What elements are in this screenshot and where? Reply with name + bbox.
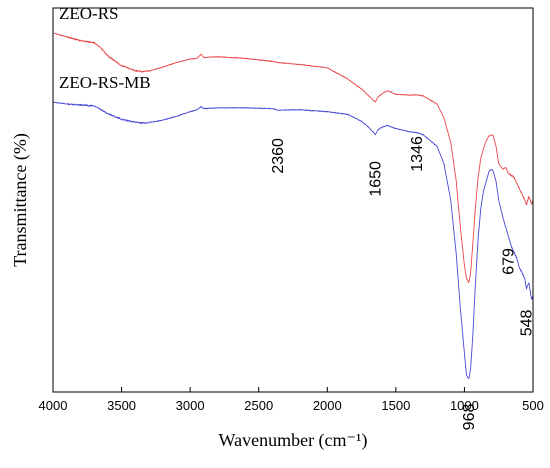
series-labels: ZEO-RS ZEO-RS-MB [59, 4, 151, 92]
peak-label-1346: 1346 [409, 136, 426, 172]
x-axis-ticks: 4000 3500 3000 2500 2000 1500 1000 500 [39, 387, 544, 413]
x-tick-label: 3500 [107, 398, 136, 413]
x-tick-label: 2000 [313, 398, 342, 413]
peak-label-1650: 1650 [367, 161, 384, 197]
x-tick-label: 1000 [450, 398, 479, 413]
x-tick-label: 2500 [244, 398, 273, 413]
x-tick-label: 500 [522, 398, 544, 413]
x-tick-label: 4000 [39, 398, 68, 413]
series-line-zeo-rs [52, 32, 534, 283]
series-line-zeo-rs-mb [52, 101, 534, 379]
series-label-zeo-rs-mb: ZEO-RS-MB [59, 73, 151, 92]
peak-annotations: 2360 1650 1346 968 679 548 [270, 136, 536, 430]
plot-frame [52, 7, 534, 393]
peak-label-679: 679 [500, 248, 517, 275]
x-tick-label: 1500 [381, 398, 410, 413]
x-tick-label: 3000 [176, 398, 205, 413]
peak-label-548: 548 [518, 309, 535, 336]
series-lines [52, 32, 534, 379]
x-axis-title: Wavenumber (cm⁻¹) [219, 430, 368, 451]
peak-label-2360: 2360 [270, 138, 287, 174]
peak-label-968: 968 [461, 404, 478, 431]
series-label-zeo-rs: ZEO-RS [59, 4, 119, 23]
y-axis-title: Transmittance (%) [10, 133, 31, 267]
